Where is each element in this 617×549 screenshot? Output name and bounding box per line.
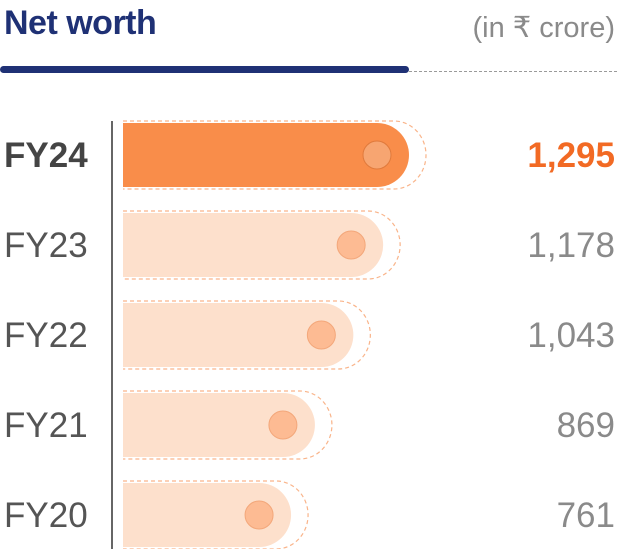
bar-outline-fy22 xyxy=(123,300,371,370)
bar-end-dot-fy23 xyxy=(336,230,366,260)
bar-outline-fy20 xyxy=(123,480,309,549)
bar-fy20 xyxy=(123,483,292,547)
category-label-fy22: FY22 xyxy=(4,316,88,355)
category-label-fy20: FY20 xyxy=(4,496,88,535)
title-underline xyxy=(0,66,409,73)
bar-outline-fy24 xyxy=(123,120,427,190)
category-label-fy24: FY24 xyxy=(4,136,88,175)
bar-outline-fy21 xyxy=(123,390,333,460)
bars-group: FY24 1,295 FY23 1,178 FY22 1,043 FY21 869 FY20 76… xyxy=(4,120,615,549)
category-label-fy23: FY23 xyxy=(4,226,88,265)
bar-fy24 xyxy=(123,123,409,187)
header-dashed-rule xyxy=(409,71,617,72)
bar-fy22 xyxy=(123,303,354,367)
bar-outline-fy23 xyxy=(123,210,401,280)
unit-label: (in ₹ crore) xyxy=(472,12,615,44)
value-label-fy23: 1,178 xyxy=(527,226,615,265)
bar-fy23 xyxy=(123,213,384,277)
bar-end-dot-fy21 xyxy=(268,410,298,440)
bar-end-dot-fy24 xyxy=(362,140,392,170)
bar-fy21 xyxy=(123,393,315,457)
value-label-fy24: 1,295 xyxy=(527,136,615,175)
value-label-fy22: 1,043 xyxy=(527,316,615,355)
category-label-fy21: FY21 xyxy=(4,406,88,445)
bar-end-dot-fy20 xyxy=(244,500,274,530)
chart-title: Net worth xyxy=(4,4,157,42)
bar-end-dot-fy22 xyxy=(306,320,336,350)
value-label-fy20: 761 xyxy=(557,496,615,535)
value-label-fy21: 869 xyxy=(557,406,615,445)
